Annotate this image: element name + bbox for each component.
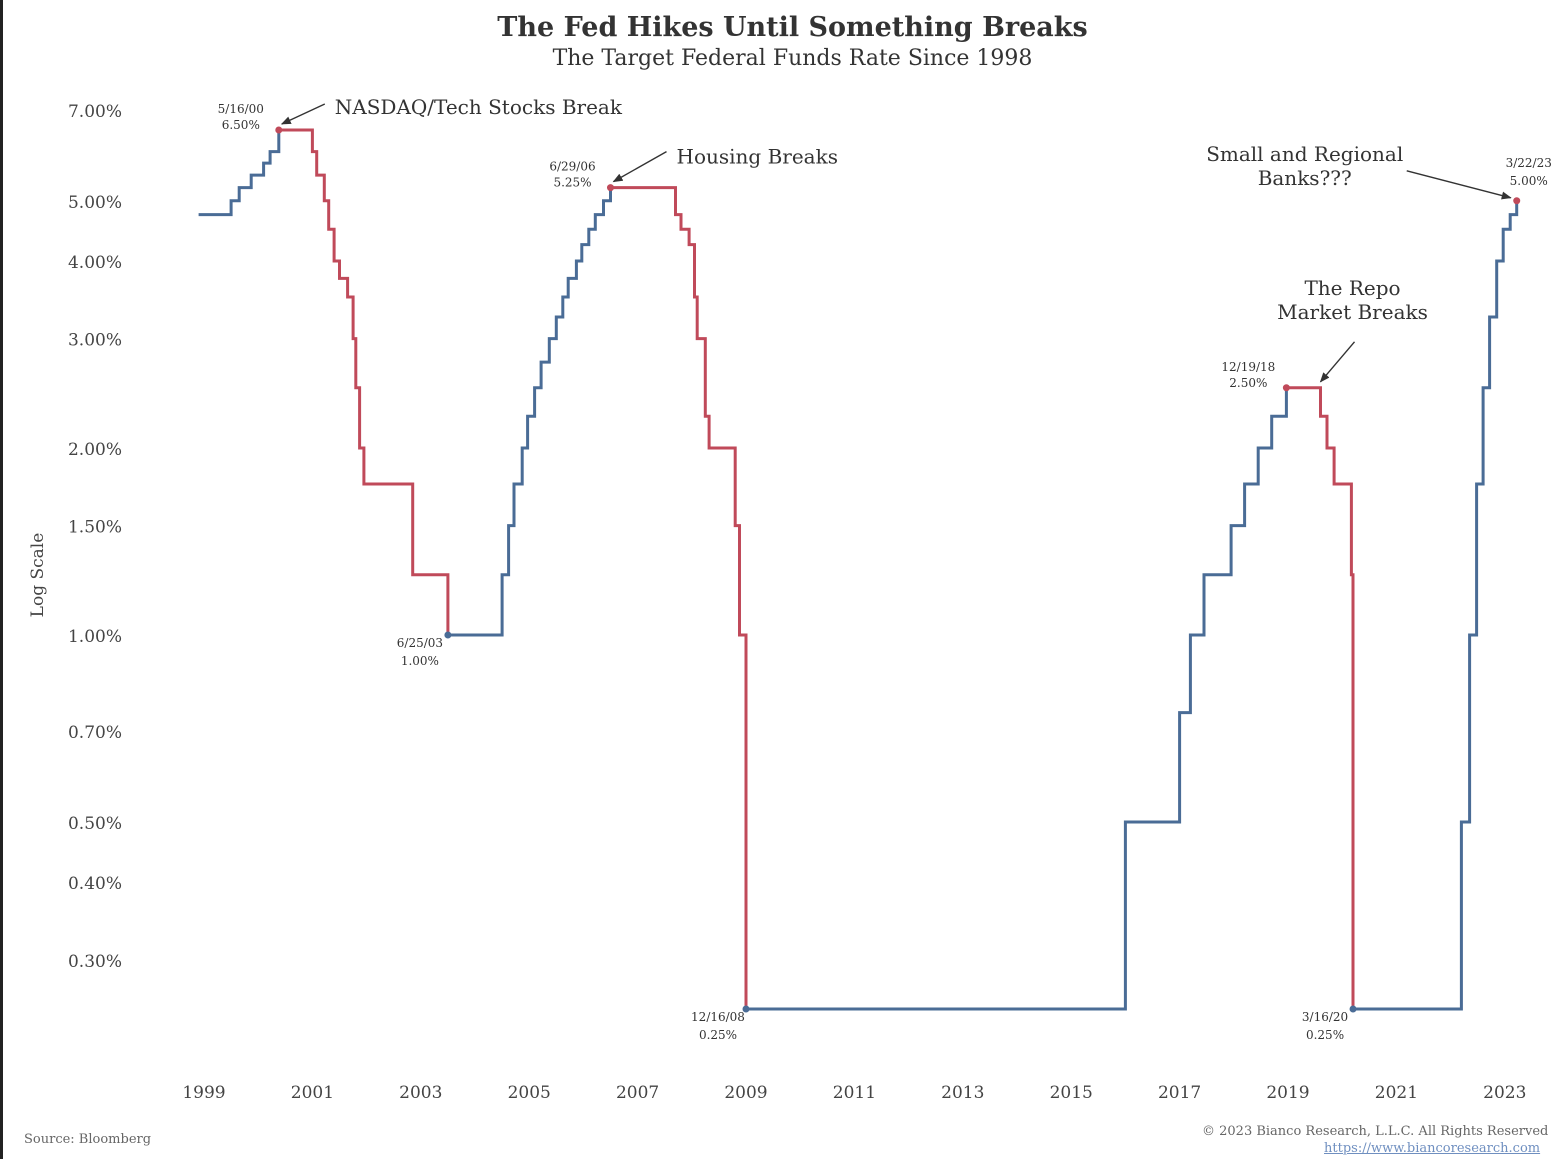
annotation-arrow: [280, 103, 326, 125]
annotation-line: Small and Regional: [1206, 142, 1403, 166]
rate-series-line: [1286, 386, 1355, 1009]
y-tick-label: 0.50%: [68, 814, 122, 834]
point-label-value: 0.25%: [1306, 1028, 1344, 1042]
turning-point-markers: [275, 126, 1521, 1013]
source-note: Source: Bloomberg: [24, 1132, 152, 1147]
point-label-date: 3/22/23: [1506, 156, 1552, 170]
annotation-text: The Repo Market Breaks: [1277, 276, 1428, 324]
y-tick-label: 4.00%: [68, 253, 122, 273]
y-tick-label: 0.40%: [68, 874, 122, 894]
x-tick-label: 2015: [1050, 1083, 1093, 1103]
x-tick-label: 2013: [941, 1083, 984, 1103]
x-tick-label: 2007: [616, 1083, 659, 1103]
rate-series-line: [746, 387, 1288, 1011]
point-label-date: 3/16/20: [1302, 1010, 1348, 1024]
y-tick-label: 1.00%: [68, 627, 122, 647]
annotation-text: Housing Breaks: [677, 145, 838, 169]
annotation-line: Housing Breaks: [677, 145, 838, 169]
point-label-date: 12/19/18: [1221, 360, 1275, 374]
annotation-text: Small and Regional Banks???: [1206, 142, 1403, 190]
x-tick-label: 2005: [508, 1083, 551, 1103]
point-label-value: 6.50%: [222, 118, 260, 132]
website-link[interactable]: https://www.biancoresearch.com: [1324, 1141, 1541, 1156]
x-tick-label: 2003: [399, 1083, 442, 1103]
annotation-text: NASDAQ/Tech Stocks Break: [335, 95, 623, 119]
rate-series-line: [278, 128, 450, 635]
rate-series-line: [198, 130, 281, 217]
turning-point-marker: [444, 631, 452, 639]
point-label-value: 5.25%: [553, 176, 591, 190]
annotation-line: The Repo: [1304, 276, 1400, 300]
y-tick-label: 7.00%: [68, 102, 122, 122]
x-tick-label: 2019: [1266, 1083, 1309, 1103]
annotation-arrow: [1406, 170, 1512, 200]
y-axis-ticks: 7.00% 5.00% 4.00% 3.00% 2.00% 1.50% 1.00% 0.70%…: [68, 102, 122, 972]
annotation-arrow: [612, 151, 667, 183]
x-axis-ticks: 1999 2001 2003 2005 2007 2009 2011 2013 2015 2017…: [182, 1083, 1526, 1103]
y-tick-label: 2.00%: [68, 440, 122, 460]
y-tick-label: 1.50%: [68, 518, 122, 538]
turning-point-marker: [275, 126, 283, 134]
x-tick-label: 2011: [833, 1083, 876, 1103]
point-label-value: 2.50%: [1229, 376, 1267, 390]
point-label-value: 1.00%: [401, 654, 439, 668]
turning-point-marker: [1513, 197, 1521, 205]
rate-series: [198, 128, 1519, 1011]
point-label-date: 6/29/06: [549, 160, 595, 174]
y-tick-label: 5.00%: [68, 193, 122, 213]
y-tick-label: 0.70%: [68, 723, 122, 743]
point-label-date: 12/16/08: [691, 1010, 745, 1024]
x-tick-label: 2017: [1158, 1083, 1201, 1103]
point-label-value: 5.00%: [1510, 174, 1548, 188]
y-tick-label: 0.30%: [68, 952, 122, 972]
x-tick-label: 2009: [724, 1083, 767, 1103]
annotation-line: Banks???: [1258, 166, 1352, 190]
point-label-date: 5/16/00: [218, 102, 264, 116]
copyright-note: © 2023 Bianco Research, L.L.C. All Right…: [1202, 1124, 1549, 1139]
chart-title: The Fed Hikes Until Something Breaks: [497, 12, 1088, 43]
y-tick-label: 3.00%: [68, 331, 122, 351]
turning-point-marker: [1282, 384, 1290, 392]
point-label-date: 6/25/03: [397, 636, 443, 650]
turning-point-marker: [742, 1005, 750, 1013]
rate-series-line: [1353, 200, 1519, 1011]
left-frame-border: [0, 0, 3, 1159]
annotation-arrow: [1319, 341, 1356, 383]
x-tick-label: 1999: [182, 1083, 225, 1103]
turning-point-labels: 5/16/00 6.50% 6/25/03 1.00% 6/29/06 5.25% 12/1…: [218, 102, 1552, 1042]
turning-point-marker: [1349, 1005, 1357, 1013]
annotations: NASDAQ/Tech Stocks Break Housing Breaks Th…: [280, 95, 1512, 383]
rate-series-line: [447, 187, 612, 637]
turning-point-marker: [607, 184, 614, 192]
x-tick-label: 2001: [291, 1083, 334, 1103]
rate-series-line: [610, 186, 748, 1009]
chart-subtitle: The Target Federal Funds Rate Since 1998: [552, 46, 1033, 71]
x-tick-label: 2023: [1483, 1083, 1526, 1103]
annotation-line: NASDAQ/Tech Stocks Break: [335, 95, 623, 119]
point-label-value: 0.25%: [699, 1028, 737, 1042]
annotation-line: Market Breaks: [1277, 300, 1428, 324]
x-tick-label: 2021: [1375, 1083, 1418, 1103]
